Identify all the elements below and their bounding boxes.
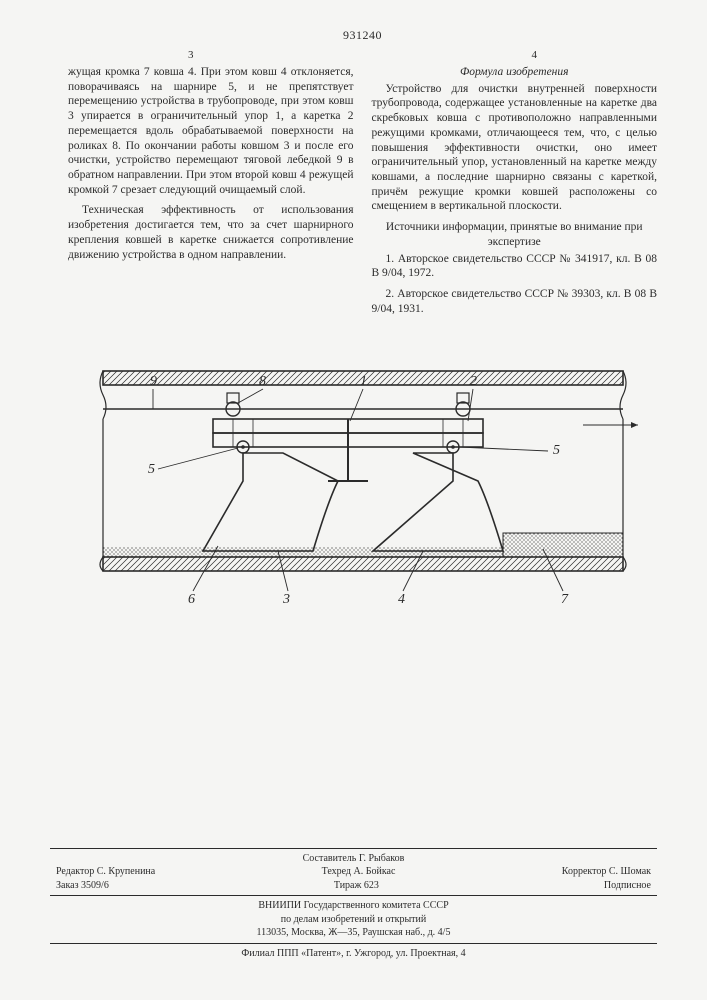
footer-tech: Техред А. Бойкас <box>322 865 396 879</box>
claim-title: Формула изобретения <box>372 65 658 80</box>
patent-number: 931240 <box>68 28 657 43</box>
footer-subscription: Подписное <box>604 879 651 893</box>
figure-container: 9 8 1 2 5 5 6 3 4 7 <box>68 351 657 611</box>
footer-tirage: Тираж 623 <box>334 879 379 893</box>
bucket-right <box>373 453 503 551</box>
footer-editor: Редактор С. Крупенина <box>56 865 155 879</box>
svg-text:2: 2 <box>470 374 477 389</box>
claim-text: Устройство для очистки внутренней поверх… <box>372 82 658 214</box>
left-para-0: жущая кромка 7 ковша 4. При этом ковш 4 … <box>68 65 354 197</box>
bucket-left <box>203 453 338 551</box>
footer-compiler: Составитель Г. Рыбаков <box>50 852 657 866</box>
svg-text:9: 9 <box>150 374 157 389</box>
footer-corrector: Корректор С. Шомак <box>562 865 651 879</box>
footer-block: Составитель Г. Рыбаков Редактор С. Крупе… <box>50 845 657 961</box>
svg-text:7: 7 <box>561 592 569 607</box>
svg-text:4: 4 <box>398 592 405 607</box>
left-para-1: Техническая эффективность от использован… <box>68 203 354 262</box>
footer-addr: 113035, Москва, Ж—35, Раушская наб., д. … <box>50 926 657 940</box>
sediment-thick <box>503 533 623 557</box>
sources-title: Источники информации, принятые во вниман… <box>372 220 658 249</box>
left-column: жущая кромка 7 ковша 4. При этом ковш 4 … <box>68 65 354 323</box>
footer-org2: по делам изобретений и открытий <box>50 913 657 927</box>
pipe-bottom-wall <box>103 557 623 571</box>
source-0: 1. Авторское свидетельство СССР № 341917… <box>372 252 658 281</box>
break-left <box>100 371 106 571</box>
col-left-num: 3 <box>188 49 194 61</box>
motion-arrow-head <box>631 422 638 428</box>
svg-text:1: 1 <box>360 374 367 389</box>
column-numbers: 3 4 <box>68 49 657 61</box>
svg-text:6: 6 <box>188 592 195 607</box>
svg-text:5: 5 <box>148 462 155 477</box>
source-1: 2. Авторское свидетельство СССР № 39303,… <box>372 287 658 316</box>
svg-text:5: 5 <box>553 443 560 458</box>
right-column: Формула изобретения Устройство для очист… <box>372 65 658 323</box>
svg-text:3: 3 <box>282 592 290 607</box>
svg-text:8: 8 <box>259 374 266 389</box>
footer-branch: Филиал ППП «Патент», г. Ужгород, ул. Про… <box>50 947 657 961</box>
text-columns: жущая кромка 7 ковша 4. При этом ковш 4 … <box>68 65 657 323</box>
engineering-diagram: 9 8 1 2 5 5 6 3 4 7 <box>83 351 643 611</box>
footer-order: Заказ 3509/6 <box>56 879 109 893</box>
footer-org1: ВНИИПИ Государственного комитета СССР <box>50 899 657 913</box>
col-right-num: 4 <box>532 49 538 61</box>
